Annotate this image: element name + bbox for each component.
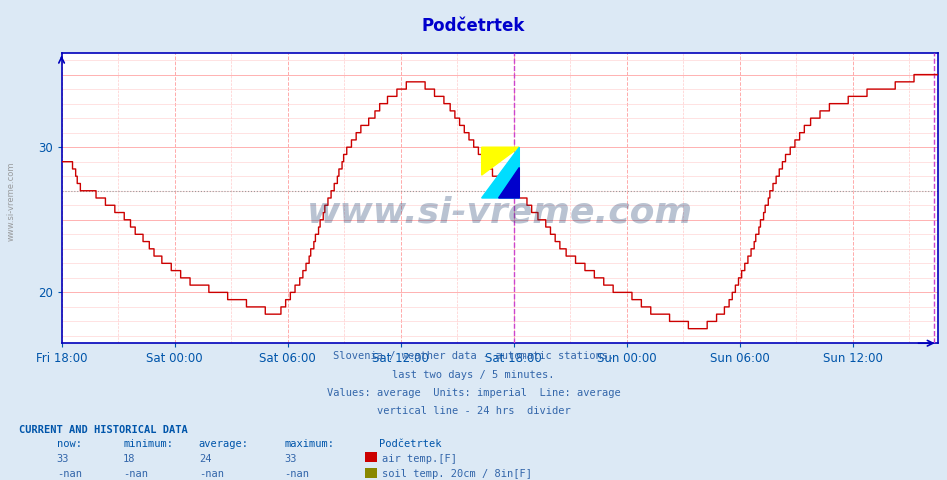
Text: 33: 33 xyxy=(284,454,296,464)
Text: vertical line - 24 hrs  divider: vertical line - 24 hrs divider xyxy=(377,406,570,416)
Text: maximum:: maximum: xyxy=(284,439,334,449)
Text: soil temp. 20cm / 8in[F]: soil temp. 20cm / 8in[F] xyxy=(382,469,531,480)
Text: -nan: -nan xyxy=(123,469,148,480)
Text: Podčetrtek: Podčetrtek xyxy=(421,17,526,35)
Polygon shape xyxy=(499,168,519,198)
Polygon shape xyxy=(482,147,519,198)
Text: Slovenia / weather data - automatic stations.: Slovenia / weather data - automatic stat… xyxy=(333,351,614,361)
Text: -nan: -nan xyxy=(57,469,81,480)
Text: 33: 33 xyxy=(57,454,69,464)
Text: 18: 18 xyxy=(123,454,135,464)
Text: -nan: -nan xyxy=(284,469,309,480)
Text: www.si-vreme.com: www.si-vreme.com xyxy=(307,195,692,229)
Text: -nan: -nan xyxy=(199,469,223,480)
Text: last two days / 5 minutes.: last two days / 5 minutes. xyxy=(392,370,555,380)
Text: minimum:: minimum: xyxy=(123,439,173,449)
Polygon shape xyxy=(482,147,519,175)
Text: Values: average  Units: imperial  Line: average: Values: average Units: imperial Line: av… xyxy=(327,388,620,398)
Text: air temp.[F]: air temp.[F] xyxy=(382,454,456,464)
Text: average:: average: xyxy=(199,439,249,449)
Text: www.si-vreme.com: www.si-vreme.com xyxy=(7,162,16,241)
Text: Podčetrtek: Podčetrtek xyxy=(379,439,441,449)
Text: CURRENT AND HISTORICAL DATA: CURRENT AND HISTORICAL DATA xyxy=(19,425,188,435)
Text: now:: now: xyxy=(57,439,81,449)
Text: 24: 24 xyxy=(199,454,211,464)
